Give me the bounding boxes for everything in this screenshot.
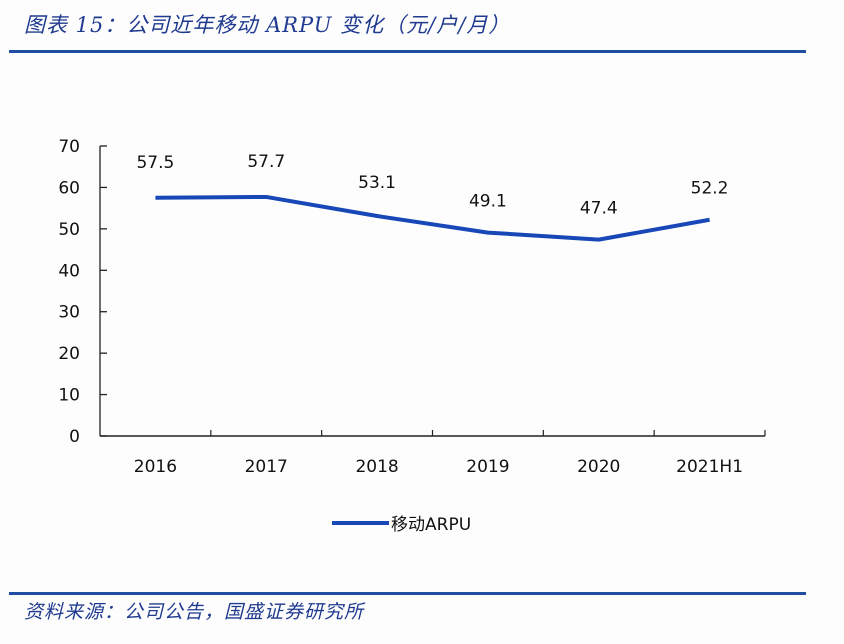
y-tick-label: 20 bbox=[58, 344, 80, 364]
legend-swatch-mobile-arpu bbox=[332, 520, 389, 525]
y-axis-ticks: 0 10 20 30 40 50 60 70 bbox=[58, 137, 107, 447]
y-tick-label: 40 bbox=[58, 261, 80, 281]
title-divider bbox=[9, 50, 806, 53]
source-divider bbox=[9, 592, 806, 595]
data-label: 53.1 bbox=[358, 173, 396, 193]
x-tick-label: 2020 bbox=[577, 457, 620, 477]
chart-title: 图表 15：公司近年移动 ARPU 变化（元/户/月） bbox=[24, 13, 511, 37]
data-label: 57.7 bbox=[247, 152, 285, 172]
y-tick-label: 0 bbox=[69, 427, 80, 447]
data-label: 49.1 bbox=[469, 192, 507, 212]
legend-label-mobile-arpu: 移动ARPU bbox=[391, 515, 472, 535]
x-tick-label: 2017 bbox=[245, 457, 288, 477]
x-tick-label: 2018 bbox=[355, 457, 398, 477]
data-label: 57.5 bbox=[136, 153, 174, 173]
data-labels: 57.5 57.7 53.1 49.1 47.4 52.2 bbox=[136, 152, 728, 219]
x-tick-label: 2016 bbox=[134, 457, 177, 477]
series-line-mobile-arpu bbox=[155, 194, 710, 242]
y-tick-label: 50 bbox=[58, 220, 80, 240]
x-tick-label: 2019 bbox=[466, 457, 509, 477]
y-tick-label: 70 bbox=[58, 137, 80, 157]
data-label: 52.2 bbox=[691, 179, 729, 199]
y-tick-label: 60 bbox=[58, 178, 80, 198]
source-note: 资料来源：公司公告，国盛证券研究所 bbox=[24, 601, 365, 623]
y-tick-label: 30 bbox=[58, 303, 80, 323]
x-tick-label: 2021H1 bbox=[676, 457, 743, 477]
x-axis-ticks: 2016 2017 2018 2019 2020 2021H1 bbox=[134, 430, 766, 477]
data-label: 47.4 bbox=[580, 199, 618, 219]
y-tick-label: 10 bbox=[58, 386, 80, 406]
legend: 移动ARPU bbox=[332, 510, 471, 535]
axes bbox=[99, 146, 765, 437]
